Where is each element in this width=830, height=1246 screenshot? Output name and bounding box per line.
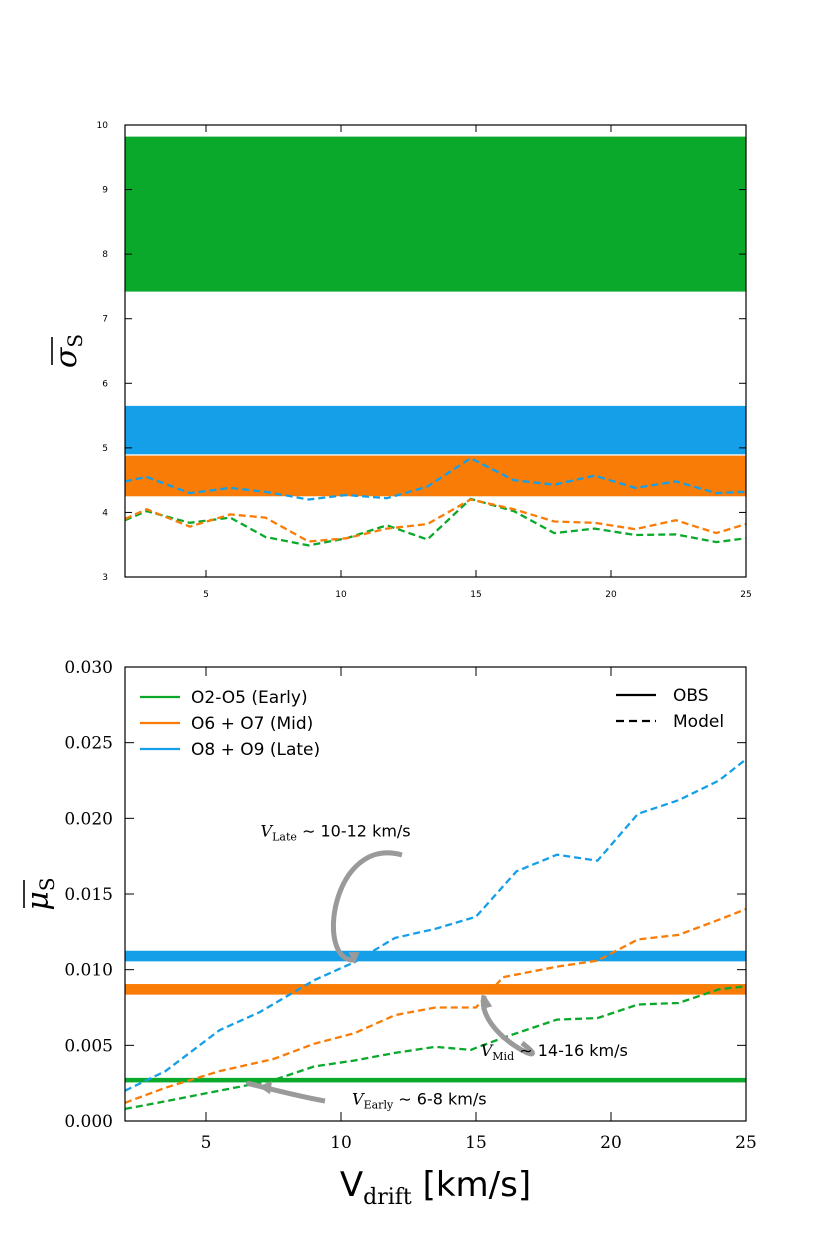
- series-line-O2-O5 (Early): [125, 497, 746, 547]
- x-tick-label: 20: [600, 1133, 622, 1153]
- series-line-O2-O5 (Early): [125, 985, 746, 1111]
- annotation-sub: Early: [364, 1098, 394, 1111]
- y-tick-label: 10: [97, 121, 109, 131]
- annotation-v: V: [261, 821, 274, 840]
- x-tick-label: 20: [605, 590, 617, 600]
- y-tick-label: 0.000: [64, 1112, 113, 1132]
- plot-area-top: [125, 136, 746, 547]
- obs-band-O2-O5 (Early): [125, 136, 746, 292]
- style-legend-label: Model: [673, 712, 724, 732]
- y-tick-label: 3: [102, 573, 108, 583]
- annotation-range: ∼ 14-16 km/s: [514, 1041, 628, 1060]
- y-axis-label: σS: [49, 334, 87, 368]
- x-axis-label-sub: drift: [363, 1185, 412, 1210]
- x-tick-label: 15: [470, 590, 481, 600]
- y-tick-label: 0.005: [64, 1036, 113, 1056]
- annotation-range: ∼ 6-8 km/s: [393, 1089, 486, 1108]
- series-line-O8 + O9 (Late): [125, 758, 746, 1092]
- x-tick-label: 5: [201, 1133, 212, 1153]
- obs-line-O8 + O9 (Late): [125, 950, 746, 962]
- legend-label: O8 + O9 (Late): [191, 740, 320, 760]
- annotation-text: VLate ∼ 10-12 km/s: [261, 821, 411, 843]
- x-axis-label-unit: [km/s]: [412, 1165, 531, 1205]
- annotation-sub: Mid: [492, 1050, 514, 1063]
- y-tick-label: 0.015: [64, 885, 113, 905]
- y-axis-label-text: μS: [21, 877, 59, 910]
- series-line-O6 + O7 (Mid): [125, 908, 746, 1104]
- y-tick-label: 6: [102, 379, 108, 389]
- obs-band-O6 + O7 (Mid): [125, 455, 746, 497]
- x-axis-label: Vdrift [km/s]: [340, 1165, 531, 1210]
- y-tick-label: 0.020: [64, 809, 113, 829]
- axes-frame: [124, 124, 747, 578]
- annotation-v: V: [352, 1089, 365, 1108]
- x-tick-label: 25: [740, 590, 751, 600]
- plot-area-bottom: [125, 758, 746, 1111]
- legend-label: O2-O5 (Early): [191, 688, 308, 708]
- annotation-range: ∼ 10-12 km/s: [297, 821, 411, 840]
- y-tick-label: 9: [102, 186, 108, 196]
- x-tick-label: 10: [335, 590, 347, 600]
- x-axis-label-v: V: [340, 1165, 363, 1205]
- arrow-head: [481, 995, 493, 1010]
- y-axis-label-sub: S: [63, 334, 87, 348]
- axes-frame: [124, 666, 747, 1122]
- annotation-sub: Late: [272, 830, 297, 843]
- y-tick-label: 8: [102, 250, 108, 260]
- obs-line-O6 + O7 (Mid): [125, 984, 746, 995]
- annotation-text: VMid ∼ 14-16 km/s: [481, 1041, 628, 1063]
- y-axis-label: μS: [21, 877, 59, 910]
- y-tick-label: 5: [102, 444, 108, 454]
- annotation-v: V: [481, 1041, 494, 1060]
- obs-line-O2-O5 (Early): [125, 1077, 746, 1083]
- y-axis-label-text: σS: [49, 334, 87, 368]
- obs-band-O8 + O9 (Late): [125, 405, 746, 455]
- x-tick-label: 5: [203, 590, 209, 600]
- series-line-O8 + O9 (Late): [125, 456, 746, 501]
- legend-label: O6 + O7 (Mid): [191, 714, 313, 734]
- arrow-head: [258, 1081, 272, 1095]
- y-tick-label: 0.025: [64, 734, 113, 754]
- annotation-arrow: [480, 994, 535, 1057]
- y-tick-label: 0.030: [64, 658, 113, 678]
- y-tick-label: 7: [102, 315, 108, 325]
- x-tick-label: 10: [330, 1133, 352, 1153]
- x-tick-label: 15: [465, 1133, 487, 1153]
- annotation-text: VEarly ∼ 6-8 km/s: [352, 1089, 487, 1111]
- y-tick-label: 4: [102, 508, 108, 518]
- annotation-arrow: [330, 850, 403, 963]
- x-tick-label: 25: [735, 1133, 757, 1153]
- arrow-head: [348, 952, 360, 965]
- style-legend-label: OBS: [673, 686, 709, 706]
- y-axis-label-sub: S: [35, 877, 59, 891]
- y-tick-label: 0.010: [64, 961, 113, 981]
- top-panel-sigma: 5 10 15 20 25 3 4 5 6 7 8 9 10 σS: [49, 121, 752, 600]
